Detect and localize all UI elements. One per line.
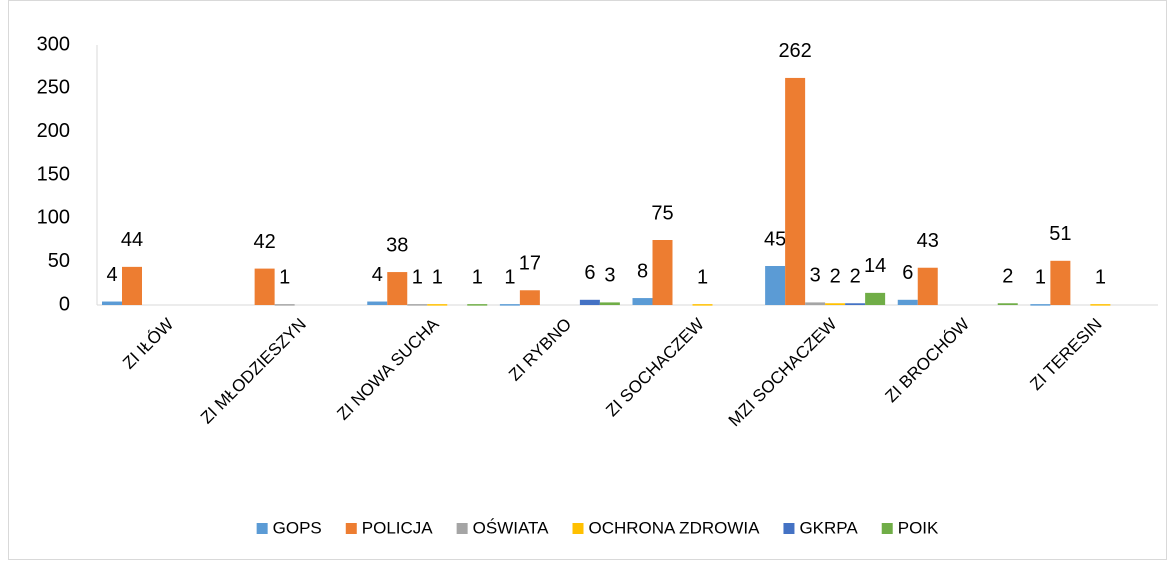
value-label: 51: [1049, 223, 1071, 245]
y-tick-label: 100: [37, 207, 70, 229]
value-label: 1: [1095, 266, 1106, 288]
value-label: 17: [519, 253, 541, 275]
value-label: 45: [764, 228, 786, 250]
value-label: 1: [412, 266, 423, 288]
y-tick-label: 50: [48, 250, 70, 272]
legend-label: OCHRONA ZDROWIA: [589, 518, 761, 537]
value-label: 8: [637, 260, 648, 282]
bar: [652, 240, 673, 305]
bar: [917, 267, 938, 305]
legend: GOPS POLICJA OŚWIATA OCHRONA ZDROWIA GKRPA PO…: [256, 518, 939, 537]
bar: [519, 290, 540, 305]
bar: [499, 304, 520, 306]
value-label: 1: [504, 266, 515, 288]
value-label: 44: [121, 229, 143, 251]
value-label: 14: [864, 255, 886, 277]
legend-label: POIK: [898, 518, 939, 537]
chart-frame: [8, 0, 1167, 560]
bar: [467, 304, 488, 306]
value-label: 6: [902, 262, 913, 284]
bar: [579, 299, 600, 305]
y-tick-label: 250: [37, 77, 70, 99]
bar: [387, 272, 408, 305]
legend-swatch: [456, 523, 468, 534]
bar: [1030, 304, 1051, 306]
legend-label: OŚWIATA: [473, 518, 550, 537]
value-label: 3: [604, 265, 615, 287]
legend-swatch: [345, 523, 357, 534]
y-tick-label: 150: [37, 163, 70, 185]
legend-swatch: [572, 523, 584, 534]
bar: [805, 302, 826, 305]
value-label: 38: [386, 234, 408, 256]
value-label: 75: [651, 202, 673, 224]
bar: [997, 303, 1018, 305]
value-label: 1: [279, 266, 290, 288]
legend-swatch: [783, 523, 795, 534]
bar: [692, 304, 713, 306]
bar: [632, 298, 653, 305]
bar: [274, 304, 295, 306]
value-label: 1: [472, 266, 483, 288]
bar: [845, 303, 866, 305]
bar: [102, 301, 122, 305]
value-label: 2: [1002, 266, 1013, 288]
value-label: 43: [917, 230, 939, 252]
bar: [1090, 304, 1111, 306]
bar: [897, 299, 918, 305]
y-tick-label: 300: [37, 33, 70, 55]
value-label: 6: [584, 262, 595, 284]
legend-label: POLICJA: [362, 518, 434, 537]
bar: [254, 268, 275, 305]
bar: [785, 77, 806, 305]
legend-swatch: [256, 523, 268, 534]
value-label: 3: [810, 265, 821, 287]
value-label: 1: [697, 266, 708, 288]
bar: [407, 304, 428, 306]
y-tick-label: 200: [37, 120, 70, 142]
bar: [765, 266, 786, 305]
value-label: 4: [372, 264, 383, 286]
legend-label: GKRPA: [799, 518, 858, 537]
bar: [367, 301, 388, 305]
legend-label: GOPS: [273, 518, 322, 537]
value-label: 2: [830, 266, 841, 288]
bar: [122, 266, 142, 305]
bar: [599, 302, 620, 305]
value-label: 1: [1035, 266, 1046, 288]
y-tick-label: 0: [59, 293, 70, 315]
value-label: 42: [254, 231, 276, 253]
value-label: 262: [778, 40, 811, 62]
value-label: 4: [106, 264, 117, 286]
bar: [865, 292, 886, 305]
value-label: 1: [432, 266, 443, 288]
bar: [1050, 260, 1071, 305]
value-label: 2: [850, 266, 861, 288]
bar: [825, 303, 846, 305]
legend-swatch: [881, 523, 893, 534]
bar: [427, 304, 448, 306]
